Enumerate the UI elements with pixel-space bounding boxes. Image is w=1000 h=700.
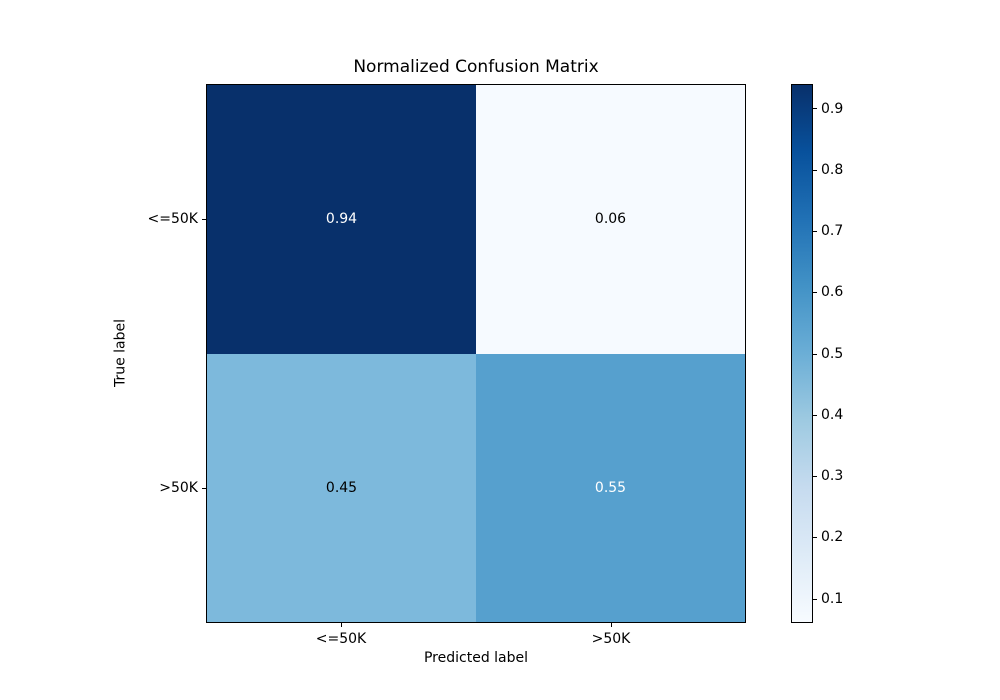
cell-value: 0.94	[325, 211, 358, 228]
heatmap-cell-r0c1: 0.06	[476, 85, 745, 354]
colorbar-tick-label: 0.2	[821, 529, 844, 546]
heatmap-cell-r0c0: 0.94	[207, 85, 476, 354]
chart-title: Normalized Confusion Matrix	[353, 57, 599, 77]
colorbar	[791, 84, 813, 623]
tick-mark	[202, 488, 206, 489]
colorbar-tick-label: 0.6	[821, 284, 844, 301]
x-tick-label: <=50K	[315, 631, 367, 647]
cell-value: 0.06	[594, 211, 627, 228]
tick-mark	[813, 476, 817, 477]
x-axis-label: Predicted label	[423, 650, 529, 666]
colorbar-tick-label: 0.4	[821, 406, 844, 423]
heatmap-cell-r1c1: 0.55	[476, 353, 745, 622]
tick-mark	[813, 231, 817, 232]
tick-mark	[813, 537, 817, 538]
tick-mark	[813, 415, 817, 416]
heatmap: 0.94 0.06 0.45 0.55	[206, 84, 746, 623]
cell-value: 0.45	[325, 479, 358, 496]
tick-mark	[813, 170, 817, 171]
tick-mark	[813, 108, 817, 109]
tick-mark	[611, 623, 612, 627]
colorbar-tick-label: 0.5	[821, 345, 844, 362]
tick-mark	[202, 219, 206, 220]
tick-mark	[813, 292, 817, 293]
colorbar-tick-label: 0.9	[821, 100, 844, 117]
cell-value: 0.55	[594, 479, 627, 496]
colorbar-tick-label: 0.3	[821, 468, 844, 484]
tick-mark	[813, 599, 817, 600]
colorbar-tick-label: 0.8	[821, 161, 844, 178]
tick-mark	[813, 354, 817, 355]
x-tick-label: >50K	[591, 631, 631, 647]
tick-mark	[341, 623, 342, 627]
heatmap-cell-r1c0: 0.45	[207, 353, 476, 622]
y-tick-label: >50K	[159, 480, 198, 497]
y-tick-label: <=50K	[147, 210, 198, 227]
y-axis-label: True label	[112, 318, 129, 388]
colorbar-tick-label: 0.7	[821, 223, 844, 239]
colorbar-tick-label: 0.1	[821, 590, 844, 607]
